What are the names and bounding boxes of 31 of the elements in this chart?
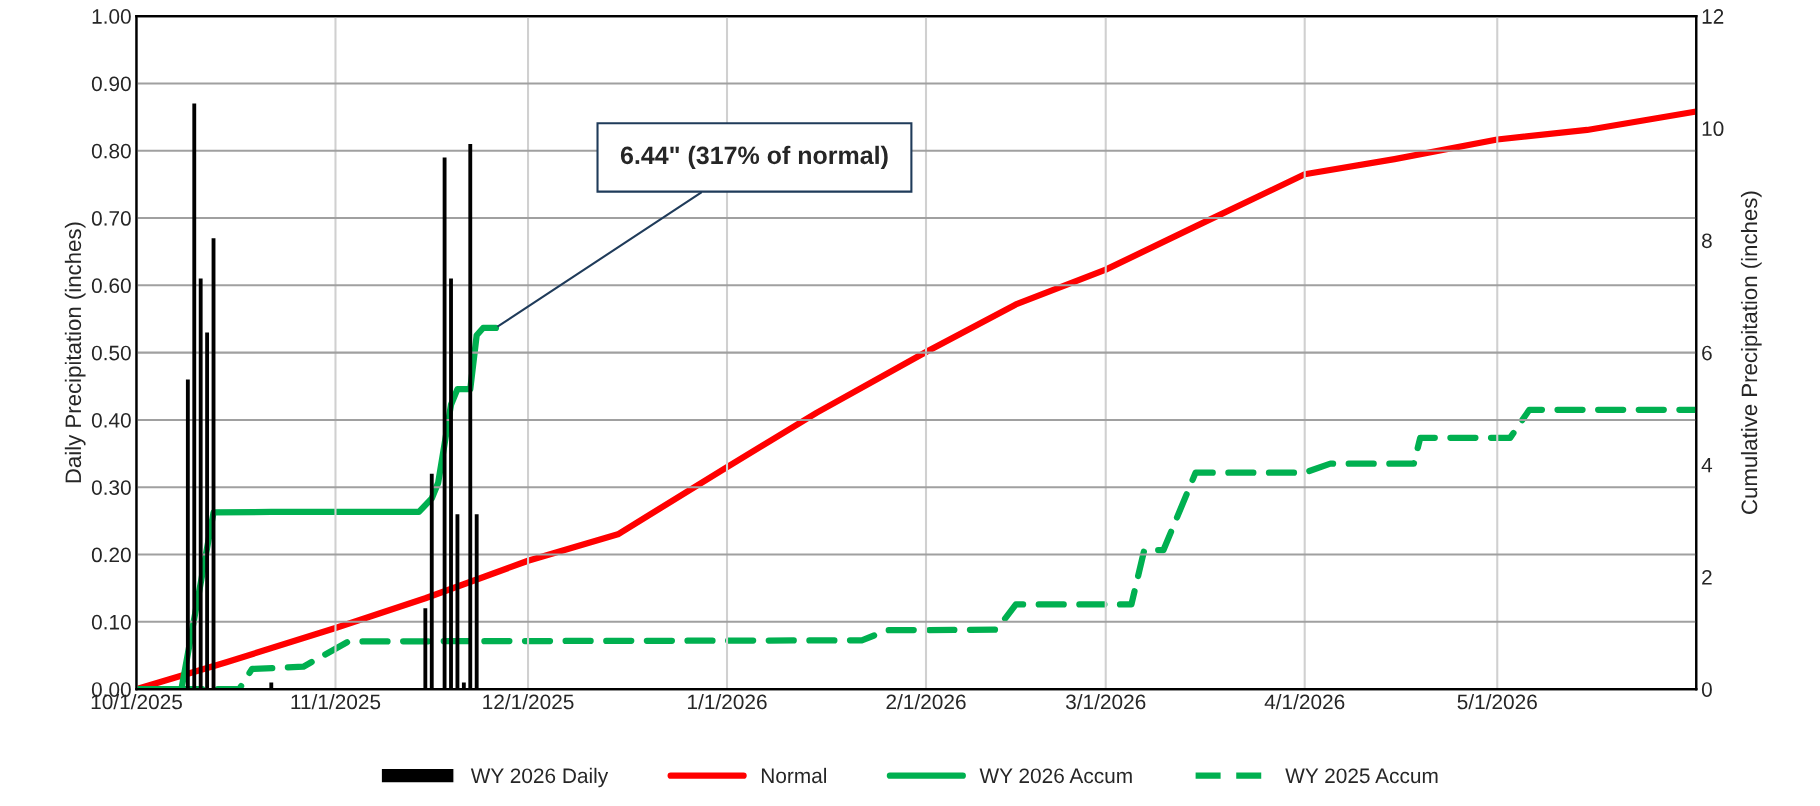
legend-label: WY 2026 Daily xyxy=(470,767,609,788)
legend-label: Normal xyxy=(761,767,826,784)
x-tick-label: 1/1/2026 xyxy=(688,693,767,710)
y-tick-label: 0.80 xyxy=(91,143,131,159)
y-tick-label: 0.90 xyxy=(91,76,131,92)
y2-tick-label: 12 xyxy=(1702,9,1724,24)
x-tick-label: 5/1/2026 xyxy=(1457,693,1537,710)
x-tick-label: 2/1/2026 xyxy=(886,693,966,710)
y2-tick-label: 2 xyxy=(1702,569,1712,585)
legend-label: WY 2025 Accum xyxy=(1285,768,1438,784)
y-tick-label: 0.10 xyxy=(91,614,131,630)
legend-label: WY 2026 Accum xyxy=(979,768,1132,784)
y2-tick-label: 4 xyxy=(1701,458,1713,473)
y2-tick-label: 0 xyxy=(1701,682,1712,697)
y2-tick-label: 6 xyxy=(1702,345,1712,361)
y2-tick-label: 10 xyxy=(1702,121,1724,137)
y2-axis-title: Cumulative Precipitation (inches) xyxy=(1740,191,1762,514)
x-tick-label: 4/1/2026 xyxy=(1264,693,1345,710)
y-tick-label: 0.50 xyxy=(91,345,131,361)
y2-tick-label: 8 xyxy=(1702,233,1712,249)
y-tick-label: 0.70 xyxy=(91,211,131,226)
x-tick-label: 12/1/2025 xyxy=(483,693,574,710)
annotation: 6.44" (317% of normal) xyxy=(620,145,888,170)
y-tick-label: 1.00 xyxy=(92,9,131,24)
y-axis-title: Daily Precipitation (inches) xyxy=(64,222,86,483)
y-tick-label: 0.30 xyxy=(91,480,131,495)
x-tick-label: 3/1/2026 xyxy=(1065,693,1146,710)
x-tick-label: 11/1/2025 xyxy=(291,693,381,710)
y-tick-label: 0.40 xyxy=(91,412,131,428)
y-tick-label: 0.60 xyxy=(91,278,131,294)
y-tick-label: 0.20 xyxy=(91,547,131,563)
